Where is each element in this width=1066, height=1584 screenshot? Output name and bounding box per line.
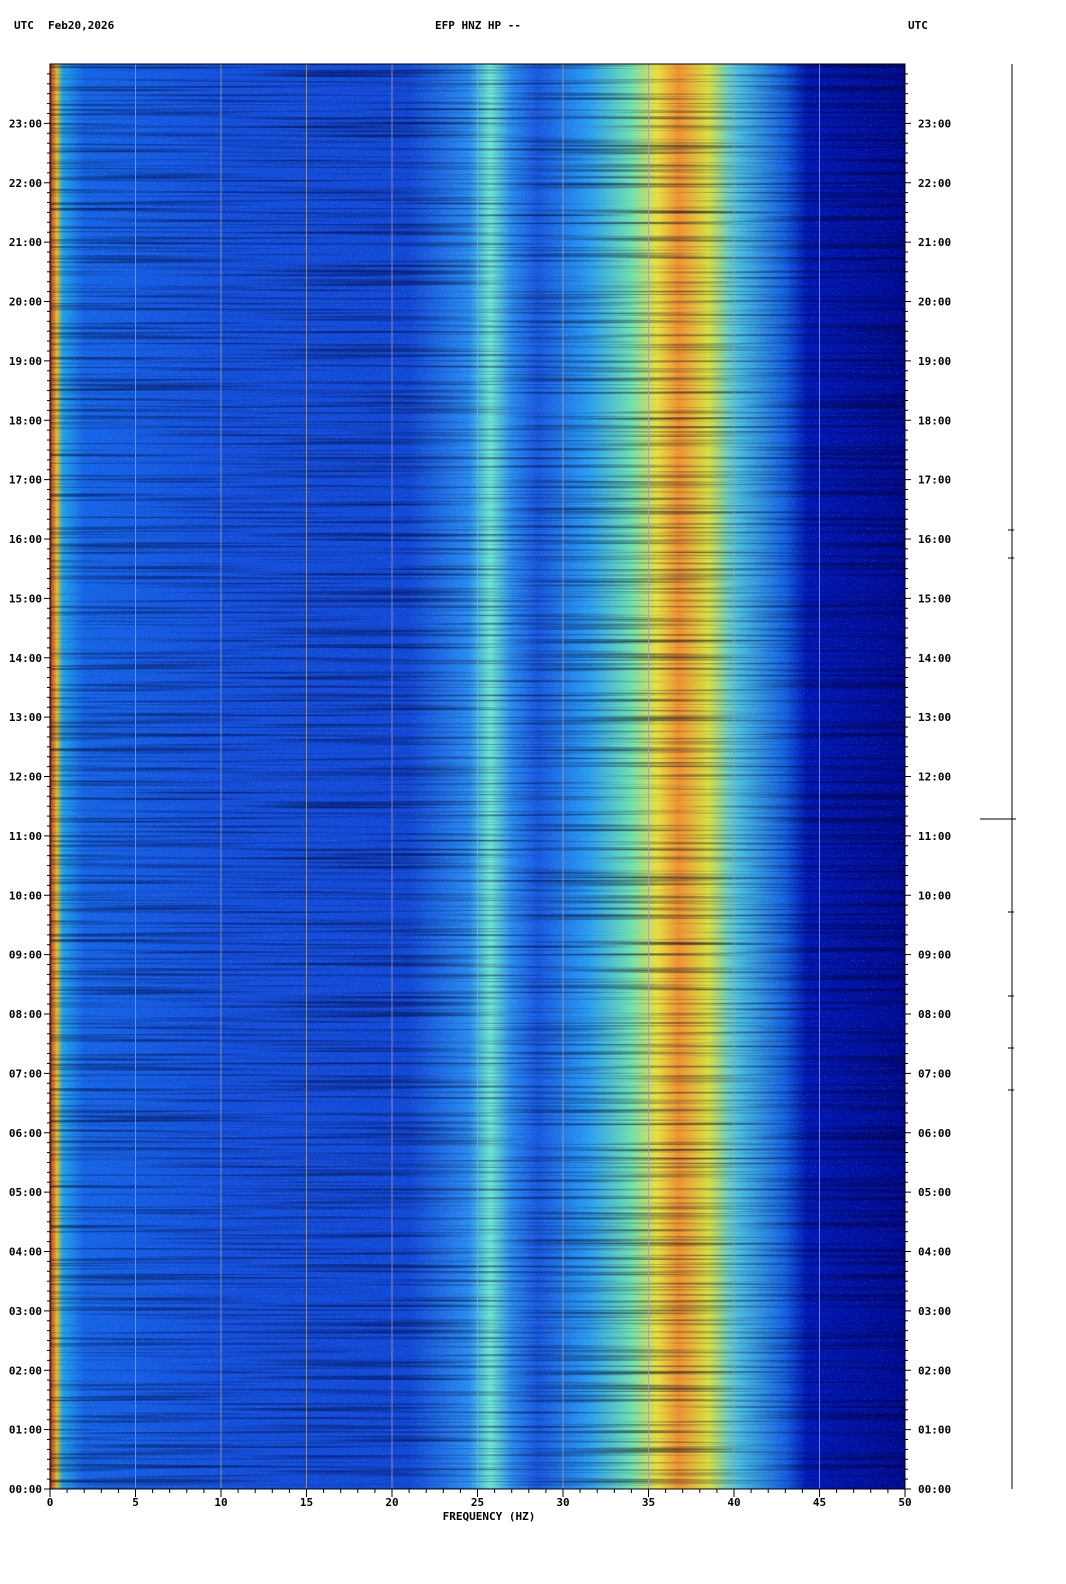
- y-tick-label: 11:00: [9, 830, 42, 843]
- y-tick-label: 05:00: [9, 1186, 42, 1199]
- y-tick-label: 18:00: [9, 414, 42, 427]
- x-tick-label: 45: [813, 1496, 826, 1509]
- y-tick-label-right: 07:00: [918, 1067, 951, 1080]
- y-tick-label: 06:00: [9, 1127, 42, 1140]
- y-tick-label: 03:00: [9, 1305, 42, 1318]
- y-tick-label: 21:00: [9, 236, 42, 249]
- y-tick-label-right: 21:00: [918, 236, 951, 249]
- seismic-trace: [980, 64, 1016, 1489]
- y-tick-label-right: 00:00: [918, 1483, 951, 1496]
- y-tick-label: 10:00: [9, 889, 42, 902]
- x-tick-label: 20: [385, 1496, 398, 1509]
- y-tick-label: 07:00: [9, 1067, 42, 1080]
- x-tick-label: 40: [727, 1496, 740, 1509]
- y-tick-label-right: 04:00: [918, 1246, 951, 1259]
- x-axis-title: FREQUENCY (HZ): [443, 1510, 536, 1523]
- y-tick-label: 17:00: [9, 474, 42, 487]
- y-tick-label-right: 18:00: [918, 414, 951, 427]
- chart-title: EFP HNZ HP --: [435, 19, 521, 32]
- x-tick-label: 5: [132, 1496, 139, 1509]
- y-tick-label-right: 15:00: [918, 592, 951, 605]
- y-tick-label: 01:00: [9, 1424, 42, 1437]
- y-tick-label-right: 01:00: [918, 1424, 951, 1437]
- y-tick-label-right: 22:00: [918, 177, 951, 190]
- x-tick-label: 50: [898, 1496, 911, 1509]
- x-tick-label: 0: [47, 1496, 54, 1509]
- x-tick-label: 25: [471, 1496, 484, 1509]
- x-tick-label: 15: [300, 1496, 313, 1509]
- y-tick-label-right: 14:00: [918, 652, 951, 665]
- y-tick-label-right: 02:00: [918, 1364, 951, 1377]
- y-tick-label: 14:00: [9, 652, 42, 665]
- y-tick-label-right: 17:00: [918, 474, 951, 487]
- y-tick-label-right: 13:00: [918, 711, 951, 724]
- y-tick-label: 16:00: [9, 533, 42, 546]
- y-tick-label-right: 11:00: [918, 830, 951, 843]
- y-tick-label: 20:00: [9, 296, 42, 309]
- date-label: Feb20,2026: [48, 19, 115, 32]
- y-tick-label: 09:00: [9, 949, 42, 962]
- y-tick-label-right: 20:00: [918, 296, 951, 309]
- y-tick-label-right: 03:00: [918, 1305, 951, 1318]
- x-tick-label: 30: [556, 1496, 569, 1509]
- y-tick-label-right: 10:00: [918, 889, 951, 902]
- y-tick-label: 00:00: [9, 1483, 42, 1496]
- x-tick-label: 35: [642, 1496, 655, 1509]
- y-tick-label: 13:00: [9, 711, 42, 724]
- y-tick-label-right: 16:00: [918, 533, 951, 546]
- y-tick-label-right: 06:00: [918, 1127, 951, 1140]
- y-tick-label-right: 19:00: [918, 355, 951, 368]
- y-tick-label: 12:00: [9, 771, 42, 784]
- y-tick-label: 15:00: [9, 592, 42, 605]
- y-tick-label-right: 12:00: [918, 771, 951, 784]
- y-tick-label-right: 23:00: [918, 117, 951, 130]
- axes: 0 5 10 15 20 25 30 35 40 45 50 00:00 00:00 01:00 01:00…: [9, 64, 951, 1509]
- x-tick-label: 10: [214, 1496, 227, 1509]
- y-tick-label: 08:00: [9, 1008, 42, 1021]
- y-tick-label: 23:00: [9, 117, 42, 130]
- y-tick-label: 22:00: [9, 177, 42, 190]
- y-tick-label: 02:00: [9, 1364, 42, 1377]
- y-tick-label-right: 09:00: [918, 949, 951, 962]
- y-tick-label-right: 05:00: [918, 1186, 951, 1199]
- plot-frame: [49, 63, 906, 1490]
- y-tick-label-right: 08:00: [918, 1008, 951, 1021]
- timezone-label: UTC: [14, 19, 34, 32]
- y-tick-label: 19:00: [9, 355, 42, 368]
- y-tick-label: 04:00: [9, 1246, 42, 1259]
- timezone-label-right: UTC: [908, 19, 928, 32]
